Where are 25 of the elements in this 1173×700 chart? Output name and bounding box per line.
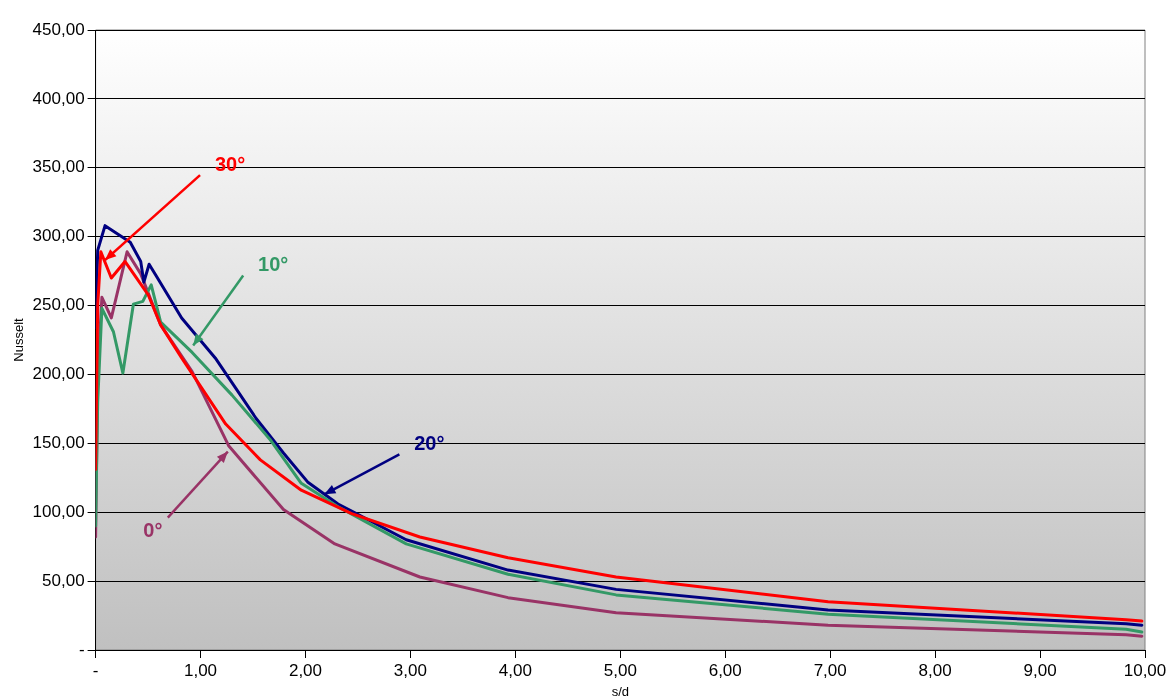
x-tick-label: 1,00	[183, 660, 218, 680]
x-tick-label: 4,00	[498, 660, 532, 680]
x-tick-label: 2,00	[288, 660, 323, 680]
y-tick-label: 50,00	[42, 570, 85, 590]
y-tick-label: 250,00	[32, 295, 85, 315]
y-tick-label: 300,00	[32, 226, 85, 246]
y-tick-label: 450,00	[32, 19, 85, 39]
x-tick-label: 8,00	[918, 660, 952, 680]
x-tick-label: 9,00	[1023, 660, 1057, 680]
y-tick-label: 200,00	[32, 364, 85, 384]
y-tick-label: 400,00	[32, 88, 85, 108]
x-tick-label: 7,00	[813, 660, 847, 680]
x-tick-label: -	[92, 660, 99, 680]
x-tick-label: 10,00	[1123, 660, 1167, 680]
y-tick-label: 350,00	[32, 157, 85, 177]
y-tick-label: -	[78, 639, 85, 659]
y-tick-label: 100,00	[32, 501, 85, 521]
x-tick-label: 5,00	[603, 660, 637, 680]
x-axis-title: s/d	[611, 683, 629, 699]
annotation: 10°	[258, 253, 289, 276]
annotation: 0°	[143, 519, 163, 542]
x-tick-label: 6,00	[708, 660, 742, 680]
x-tick-label: 3,00	[393, 660, 427, 680]
y-tick-label: 150,00	[32, 433, 85, 453]
y-axis-title: Nusselt	[11, 317, 27, 362]
